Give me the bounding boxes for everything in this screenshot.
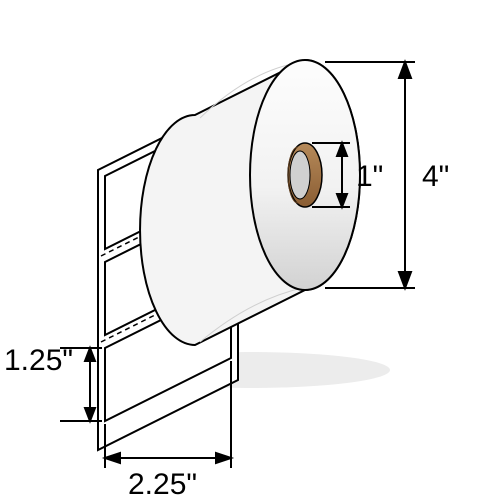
label-roll-diagram: 4" 1" 1.25" 2.25" xyxy=(0,0,500,500)
dim-roll-diameter-label: 4" xyxy=(422,160,449,193)
roll-core xyxy=(288,143,322,207)
dim-core-diameter-label: 1" xyxy=(356,160,383,193)
dim-label-width-label: 2.25" xyxy=(128,468,197,500)
dim-label-height-label: 1.25" xyxy=(4,344,73,377)
